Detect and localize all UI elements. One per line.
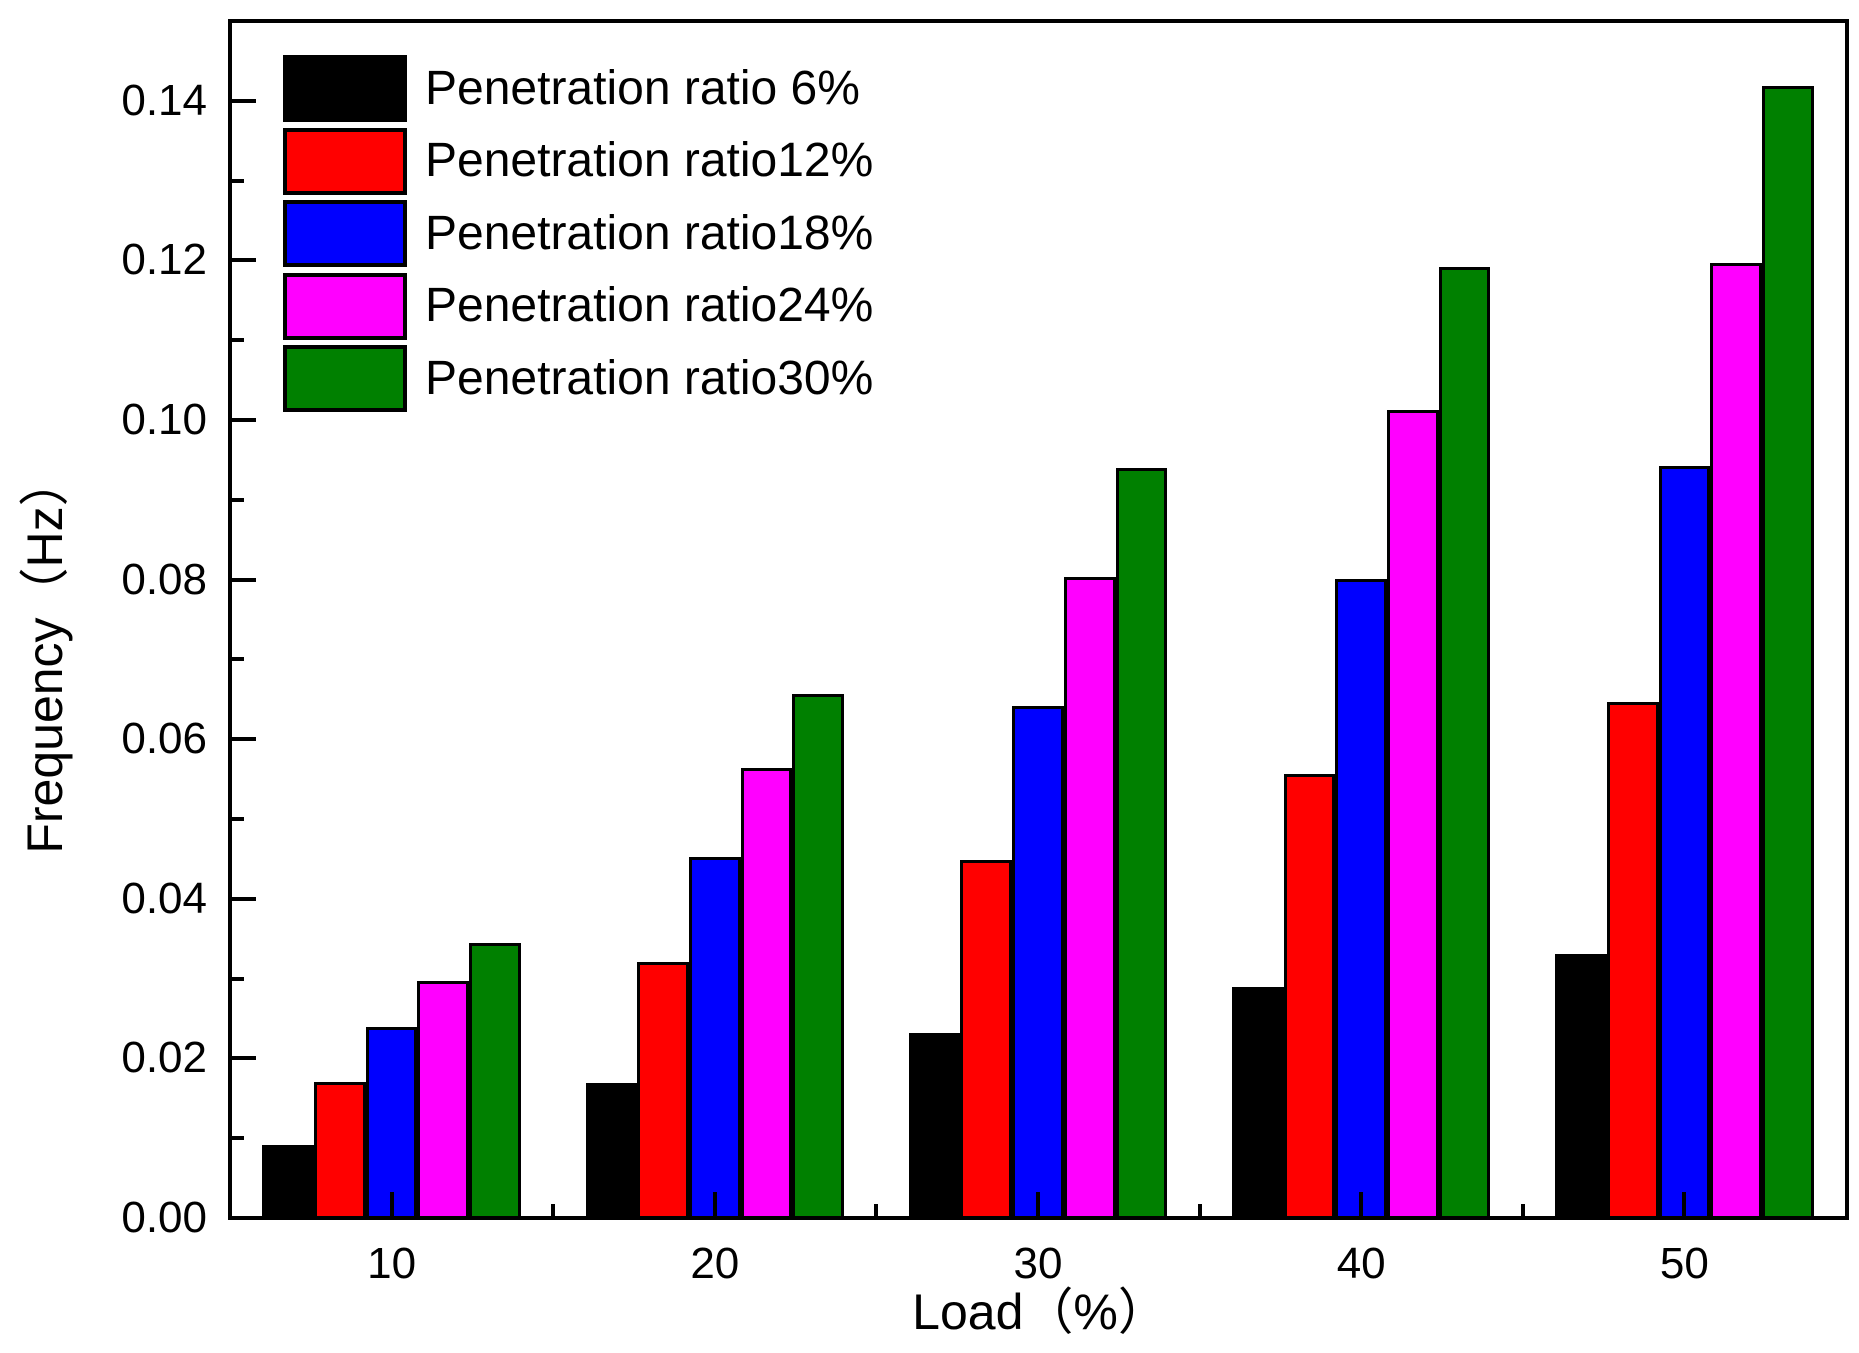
axis-tick [230, 258, 256, 263]
axis-tick [1682, 1192, 1687, 1218]
legend-label: Penetration ratio30% [425, 351, 874, 405]
axis-tick [230, 577, 256, 582]
legend-item: Penetration ratio24% [283, 272, 874, 340]
axis-tick [230, 1056, 256, 1061]
x-tick-label: 50 [1659, 1239, 1709, 1288]
axis-tick [230, 338, 244, 343]
bar [1710, 262, 1762, 1220]
axis-tick [230, 497, 244, 502]
bar [1115, 467, 1168, 1220]
y-axis-title: Frequency（Hz） [17, 456, 73, 854]
legend-label: Penetration ratio18% [425, 206, 874, 260]
axis-tick [1359, 1192, 1364, 1218]
axis-tick [1197, 1204, 1202, 1218]
x-tick-label: 30 [1013, 1239, 1063, 1288]
legend-swatch [283, 200, 407, 267]
axis-tick [551, 1204, 556, 1218]
x-tick-label: 10 [367, 1239, 417, 1288]
axis-tick [874, 1204, 879, 1218]
axis-tick [389, 1192, 394, 1218]
axis-tick [1036, 1192, 1040, 1218]
legend-swatch [283, 127, 407, 195]
bar [1438, 266, 1491, 1220]
x-tick-label: 40 [1336, 1239, 1386, 1288]
bar [1063, 577, 1116, 1220]
bar [1761, 86, 1814, 1220]
x-tick-label: 20 [690, 1239, 740, 1288]
axis-tick [712, 1192, 717, 1218]
bar [1231, 987, 1284, 1220]
bar [960, 860, 1013, 1220]
bar [1606, 701, 1659, 1220]
bar [314, 1082, 366, 1220]
y-tick-label: 0.12 [121, 235, 207, 285]
axis-tick [230, 737, 256, 742]
bar [792, 693, 845, 1220]
bar [1335, 578, 1388, 1220]
bar [585, 1083, 638, 1220]
axis-tick [230, 817, 244, 821]
bar [637, 961, 689, 1220]
bar [417, 980, 470, 1220]
axis-tick [230, 896, 256, 901]
axis-tick [230, 1136, 244, 1141]
y-tick-label: 0.00 [121, 1193, 207, 1242]
x-axis-title: Load（%） [912, 1284, 1168, 1340]
bar [1012, 706, 1064, 1220]
bar [1387, 410, 1439, 1220]
bar [1555, 953, 1607, 1220]
y-tick-label: 0.02 [121, 1033, 207, 1083]
axis-tick [230, 98, 256, 103]
bar [1658, 466, 1711, 1220]
y-tick-label: 0.08 [121, 554, 207, 604]
legend-label: Penetration ratio24% [425, 279, 874, 332]
legend-label: Penetration ratio12% [425, 134, 874, 187]
y-tick-label: 0.06 [121, 714, 207, 764]
y-tick-label: 0.04 [121, 873, 207, 923]
bar [262, 1145, 315, 1220]
y-tick-label: 0.14 [121, 75, 207, 125]
legend-swatch [283, 345, 407, 412]
bar [740, 767, 793, 1220]
legend-label: Penetration ratio 6% [425, 61, 860, 115]
bar [688, 857, 741, 1220]
bar [469, 943, 521, 1220]
axis-tick [230, 657, 244, 662]
axis-tick [230, 178, 244, 183]
bar [1283, 773, 1336, 1220]
legend-item: Penetration ratio12% [283, 127, 874, 195]
axis-tick [230, 418, 256, 422]
axis-tick [1520, 1204, 1525, 1218]
bar [908, 1032, 961, 1220]
legend-swatch [283, 272, 407, 340]
axis-tick [230, 976, 244, 981]
legend-swatch [283, 55, 407, 122]
y-tick-label: 0.10 [121, 395, 207, 444]
legend-item: Penetration ratio30% [283, 345, 873, 412]
legend-item: Penetration ratio 6% [283, 55, 860, 122]
legend-item: Penetration ratio18% [283, 200, 873, 267]
